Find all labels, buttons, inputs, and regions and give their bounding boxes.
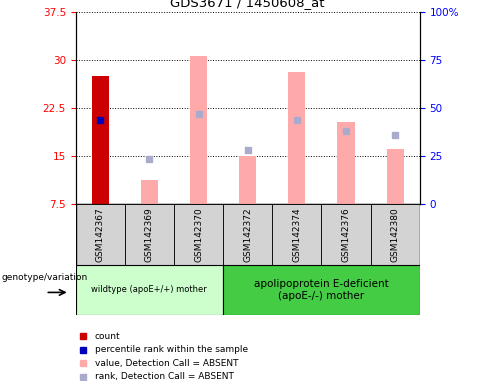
Bar xyxy=(223,265,420,315)
Text: apolipoprotein E-deficient
(apoE-/-) mother: apolipoprotein E-deficient (apoE-/-) mot… xyxy=(254,279,389,301)
Text: GSM142376: GSM142376 xyxy=(342,207,350,262)
Bar xyxy=(125,204,174,265)
Bar xyxy=(322,204,370,265)
Text: wildtype (apoE+/+) mother: wildtype (apoE+/+) mother xyxy=(91,285,207,295)
Bar xyxy=(76,265,223,315)
Text: GSM142374: GSM142374 xyxy=(292,207,301,262)
Bar xyxy=(92,76,109,204)
Text: GSM142372: GSM142372 xyxy=(243,207,252,262)
Bar xyxy=(239,156,256,204)
Title: GDS3671 / 1450608_at: GDS3671 / 1450608_at xyxy=(170,0,325,9)
Bar xyxy=(288,72,305,204)
Bar xyxy=(337,122,355,204)
Text: percentile rank within the sample: percentile rank within the sample xyxy=(95,345,248,354)
Bar xyxy=(141,180,158,204)
Text: GSM142370: GSM142370 xyxy=(194,207,203,262)
Text: genotype/variation: genotype/variation xyxy=(1,273,88,282)
Bar xyxy=(386,149,404,204)
Bar xyxy=(174,204,223,265)
Bar xyxy=(370,204,420,265)
Text: rank, Detection Call = ABSENT: rank, Detection Call = ABSENT xyxy=(95,372,233,381)
Bar xyxy=(190,56,207,204)
Text: GSM142367: GSM142367 xyxy=(96,207,105,262)
Text: GSM142380: GSM142380 xyxy=(390,207,400,262)
Text: GSM142369: GSM142369 xyxy=(145,207,154,262)
Text: count: count xyxy=(95,332,120,341)
Text: value, Detection Call = ABSENT: value, Detection Call = ABSENT xyxy=(95,359,238,368)
Bar xyxy=(223,204,272,265)
Bar xyxy=(76,204,125,265)
Bar xyxy=(272,204,322,265)
